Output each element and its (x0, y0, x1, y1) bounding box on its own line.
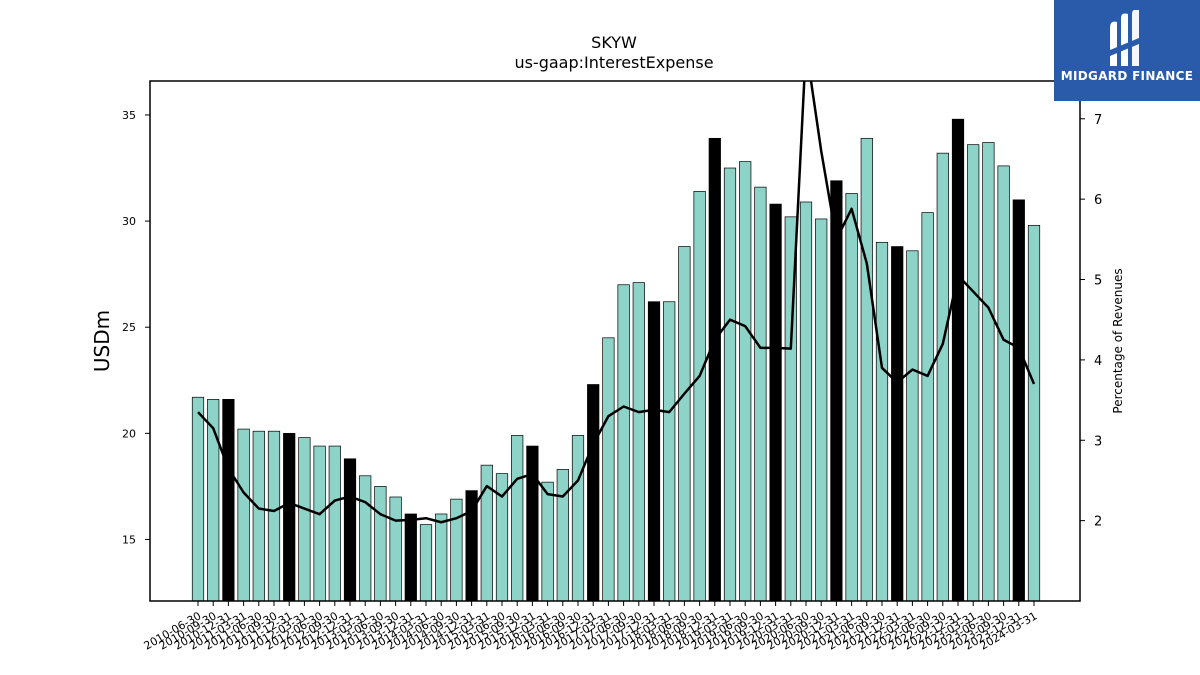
bar-2015-09-30 (511, 435, 524, 602)
bar-2012-03-31 (298, 437, 311, 602)
bar-2013-03-31 (359, 475, 372, 602)
bar-2013-12-31 (404, 513, 417, 602)
bar-2017-03-31 (602, 337, 615, 602)
bar-2019-03-31 (723, 167, 737, 602)
bar-2023-09-30 (997, 165, 1010, 602)
bar-2012-06-30 (313, 445, 326, 602)
chart-title: SKYW (591, 33, 637, 52)
y2-tick-label: 7 (1094, 113, 1102, 128)
bar-2011-09-30 (267, 430, 281, 602)
bar-2020-09-30 (815, 218, 828, 602)
y-tick-label: 25 (122, 321, 136, 334)
bar-2016-12-31 (587, 384, 600, 602)
bar-2022-03-31 (906, 250, 919, 602)
bar-2022-06-30 (921, 212, 934, 602)
bar-2021-03-31 (845, 193, 858, 602)
bar-2010-12-31 (222, 399, 235, 602)
midgard-logo-icon (1110, 10, 1139, 67)
bar-2021-12-31 (891, 246, 904, 602)
y2-tick-label: 6 (1094, 193, 1102, 208)
y2-tick-label: 4 (1094, 354, 1102, 369)
y-tick-label: 30 (122, 215, 136, 228)
bar-2012-09-30 (328, 445, 341, 602)
brand-logo: MIDGARD FINANCE (1054, 0, 1200, 101)
bar-2016-03-31 (541, 481, 554, 602)
bar-2011-12-31 (283, 432, 296, 602)
y-tick-label: 35 (122, 109, 136, 122)
y-tick-label: 15 (122, 533, 136, 546)
bar-2017-09-30 (632, 282, 645, 602)
bar-2012-12-31 (343, 458, 357, 602)
bar-2010-06-30 (191, 396, 205, 602)
bar-2014-03-31 (419, 524, 433, 602)
bar-2021-06-30 (860, 137, 873, 602)
plot-frame (149, 80, 1081, 602)
bar-2023-06-30 (982, 142, 995, 602)
bars-group (191, 118, 1041, 602)
bar-2016-09-30 (571, 435, 585, 602)
bar-2022-12-31 (951, 118, 965, 602)
y2-axis-label: Percentage of Revenues (1111, 268, 1125, 413)
bar-2020-06-30 (799, 201, 813, 602)
bar-2011-03-31 (237, 428, 250, 602)
y-axis-label: USDm (90, 310, 114, 372)
chart-subtitle: us-gaap:InterestExpense (514, 53, 713, 72)
bar-2015-12-31 (526, 445, 539, 602)
revenue-percentage-line (197, 81, 1036, 524)
bar-2019-09-30 (754, 186, 767, 602)
y2-tick-label: 5 (1094, 274, 1102, 289)
bar-2019-12-31 (769, 203, 782, 602)
y2-tick-label: 2 (1094, 515, 1102, 530)
bar-2014-06-30 (435, 513, 448, 602)
line-group (197, 81, 1036, 524)
bar-2018-09-30 (693, 191, 706, 602)
bar-2013-06-30 (374, 486, 387, 602)
bar-2017-12-31 (647, 301, 661, 602)
bar-2014-09-30 (450, 498, 463, 602)
bar-2023-12-31 (1012, 199, 1025, 602)
bar-2018-03-31 (663, 301, 676, 602)
bar-2023-03-31 (967, 144, 980, 602)
bar-2014-12-31 (465, 490, 478, 602)
bar-2018-06-30 (678, 246, 691, 602)
bar-2021-09-30 (875, 241, 889, 602)
bar-2013-09-30 (389, 496, 402, 602)
bar-2016-06-30 (556, 469, 569, 602)
bar-2011-06-30 (252, 430, 265, 602)
y-tick-label: 20 (122, 427, 136, 440)
bar-2018-12-31 (708, 137, 721, 602)
bar-2020-12-31 (830, 180, 843, 602)
bar-2017-06-30 (617, 284, 630, 602)
bar-2019-06-30 (739, 161, 752, 602)
y2-tick-label: 3 (1094, 434, 1102, 449)
bar-2024-03-31 (1027, 224, 1041, 602)
brand-name: MIDGARD FINANCE (1060, 69, 1194, 83)
bar-2022-09-30 (936, 152, 949, 602)
